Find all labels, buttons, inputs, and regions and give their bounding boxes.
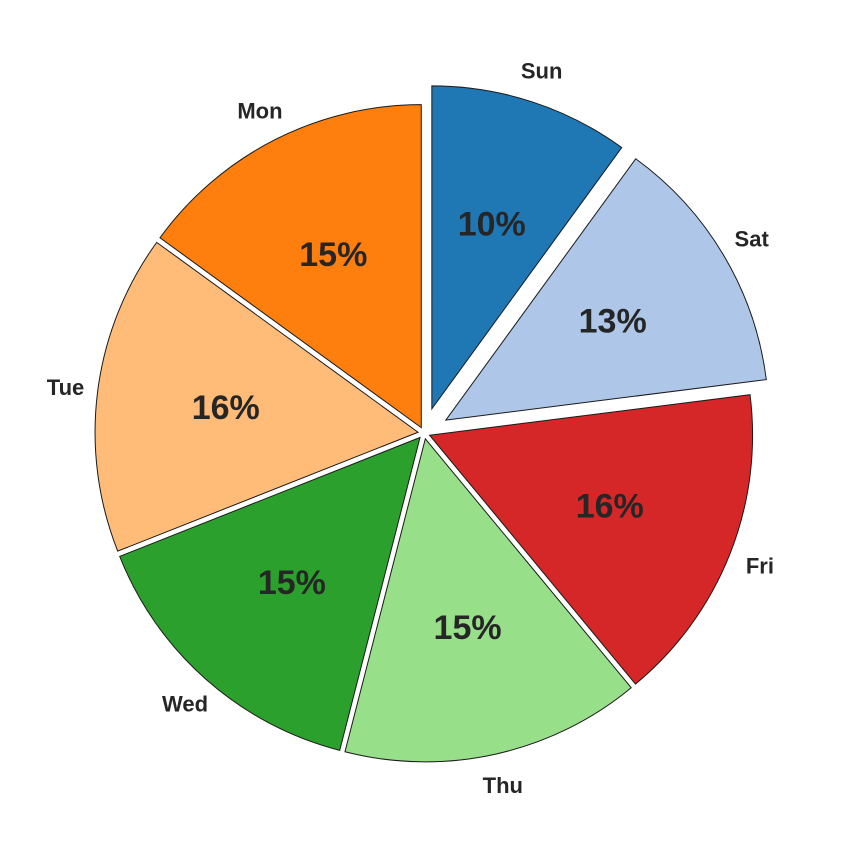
- pie-slice-sat: [444, 158, 767, 421]
- pct-label-sun: 10%: [458, 206, 526, 244]
- pct-label-wed: 15%: [258, 564, 326, 602]
- slice-label-fri: Fri: [746, 554, 774, 579]
- slice-label-wed: Wed: [162, 692, 208, 717]
- pie-slice-fri: [428, 394, 754, 685]
- pct-label-mon: 15%: [299, 236, 367, 274]
- pie-slice-mon: [159, 104, 422, 429]
- pie-slice-wed: [119, 436, 421, 751]
- pie-slice-tue: [94, 241, 420, 552]
- pie-slice-thu: [344, 437, 632, 763]
- slice-label-sat: Sat: [735, 227, 770, 252]
- pct-label-thu: 15%: [434, 609, 502, 647]
- pct-label-sat: 13%: [579, 302, 647, 340]
- pct-label-tue: 16%: [192, 389, 260, 427]
- pct-label-fri: 16%: [576, 488, 644, 526]
- slice-label-sun: Sun: [521, 58, 563, 83]
- slice-label-thu: Thu: [483, 773, 523, 798]
- pie-slice-sun: [431, 85, 623, 411]
- slice-label-mon: Mon: [237, 99, 282, 124]
- slice-label-tue: Tue: [47, 375, 84, 400]
